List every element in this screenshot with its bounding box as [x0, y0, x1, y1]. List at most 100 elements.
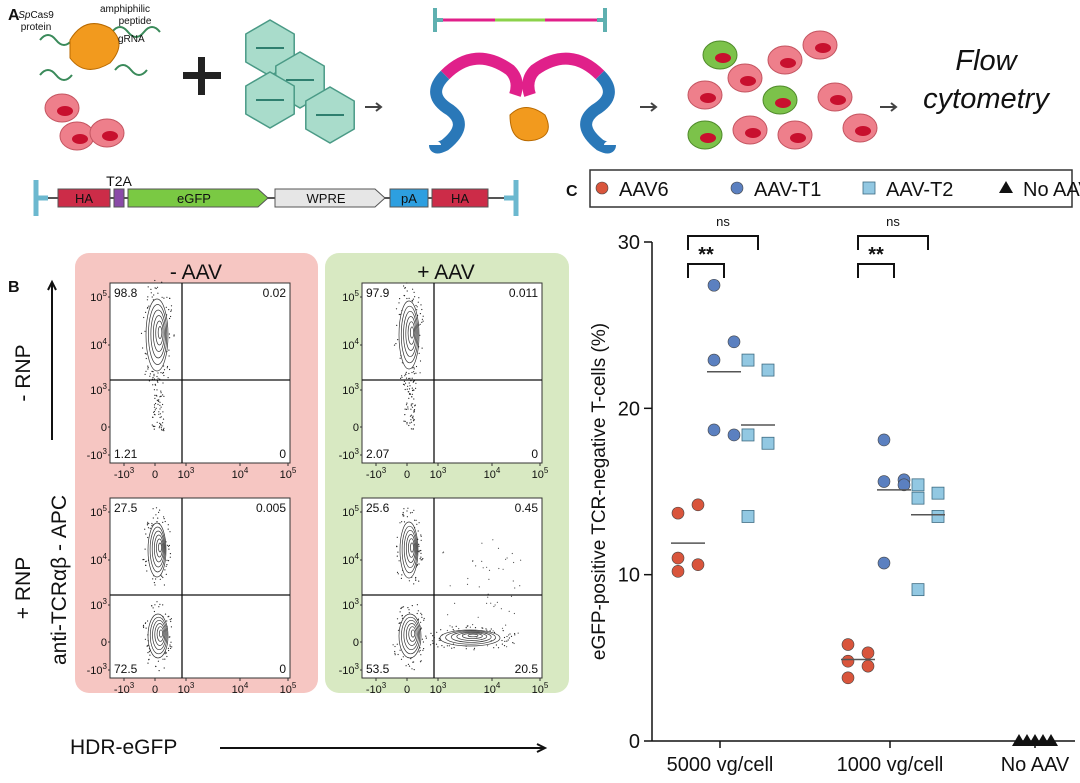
tick-label: 104 — [342, 337, 359, 352]
event — [508, 637, 510, 639]
nucleus — [700, 133, 716, 143]
event — [422, 641, 424, 643]
event — [412, 661, 414, 663]
event — [166, 314, 168, 316]
tick-label: -103 — [87, 447, 108, 462]
event — [157, 517, 159, 519]
event — [396, 571, 399, 573]
event — [148, 305, 150, 307]
event — [404, 382, 407, 384]
data-point — [727, 428, 741, 442]
event — [161, 425, 163, 427]
event — [512, 642, 514, 644]
event — [162, 428, 165, 431]
tick-exp: 3 — [355, 662, 360, 671]
event — [408, 391, 410, 393]
event — [163, 365, 165, 367]
event — [486, 629, 488, 631]
event — [168, 636, 170, 638]
construct-element — [274, 188, 386, 208]
event — [162, 371, 165, 374]
event — [155, 394, 157, 396]
event — [167, 647, 169, 649]
event — [493, 647, 495, 649]
event — [409, 415, 412, 417]
tick-base: 0 — [353, 637, 359, 649]
data-point — [841, 671, 855, 685]
event — [410, 408, 412, 410]
event — [399, 611, 401, 613]
event — [156, 521, 158, 523]
event — [162, 521, 164, 523]
tick-base: -10 — [339, 450, 355, 462]
event — [401, 521, 403, 523]
event — [417, 619, 419, 621]
tick-base: 10 — [232, 684, 244, 696]
event — [155, 514, 157, 516]
event — [170, 620, 172, 623]
legend-label: AAV-T2 — [886, 179, 953, 201]
event — [420, 660, 422, 662]
tick-exp: 3 — [382, 681, 387, 690]
event — [161, 296, 163, 298]
event — [420, 535, 422, 537]
event — [458, 628, 460, 630]
tick-base: 10 — [532, 469, 544, 481]
event — [419, 647, 421, 649]
event — [398, 302, 400, 304]
panel-label: B — [8, 279, 20, 296]
event — [462, 634, 464, 636]
nucleus — [790, 133, 806, 143]
event — [158, 411, 160, 413]
tick-label: 105 — [90, 289, 107, 304]
event — [155, 665, 157, 667]
construct-label: HA — [451, 191, 469, 206]
contour — [462, 632, 483, 640]
event — [486, 645, 489, 647]
event — [417, 314, 419, 316]
event — [397, 551, 399, 553]
panel-label: A — [8, 7, 20, 24]
event — [420, 549, 422, 552]
tick-exp: 3 — [382, 466, 387, 475]
event — [160, 392, 162, 394]
event — [152, 384, 154, 386]
event — [149, 654, 151, 656]
nucleus — [700, 93, 716, 103]
event — [421, 614, 423, 616]
row-label: + RNP — [12, 557, 35, 619]
tick-exp: 5 — [355, 289, 360, 298]
event — [497, 547, 500, 549]
contour — [153, 534, 164, 563]
contour — [399, 521, 419, 579]
event — [414, 405, 416, 407]
event — [403, 285, 405, 287]
event — [397, 573, 399, 575]
data-point — [671, 506, 685, 520]
event — [408, 372, 410, 375]
event — [415, 382, 417, 384]
data-point — [741, 510, 755, 523]
tick-base: 10 — [342, 292, 354, 304]
contour — [147, 522, 167, 578]
event — [167, 377, 169, 379]
quadrant-value: 53.5 — [366, 662, 390, 676]
tick-label: 104 — [342, 552, 359, 567]
axis-arrow — [47, 279, 57, 440]
event — [419, 558, 421, 560]
event — [169, 337, 171, 339]
event — [166, 625, 168, 627]
event — [414, 527, 416, 529]
event — [397, 653, 399, 656]
event — [166, 655, 168, 658]
event — [413, 509, 415, 511]
event — [170, 618, 172, 620]
event — [166, 365, 169, 368]
event — [163, 297, 165, 299]
event — [160, 390, 162, 392]
event — [152, 299, 154, 301]
quadrant-value: 27.5 — [114, 501, 138, 515]
tick-base: 10 — [280, 469, 292, 481]
event — [420, 552, 422, 554]
